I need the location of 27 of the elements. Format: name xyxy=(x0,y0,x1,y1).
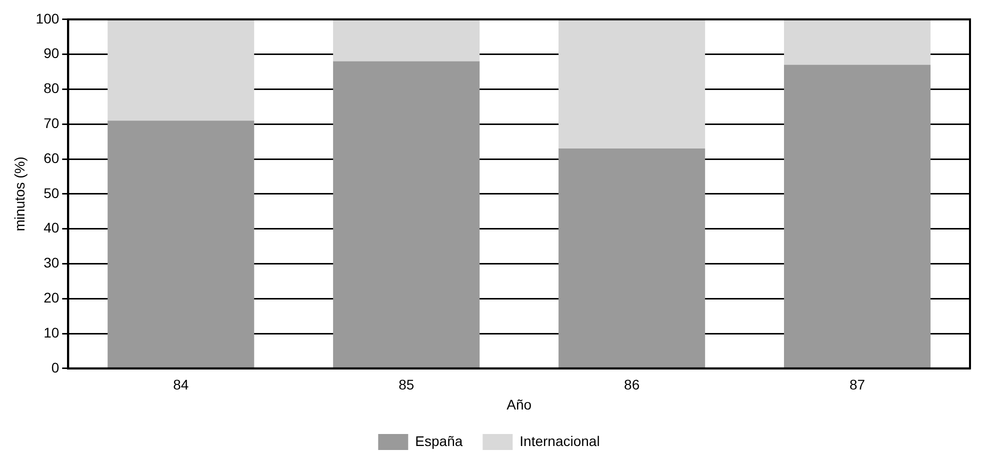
y-tick-label: 60 xyxy=(44,150,60,166)
y-axis-title: minutos (%) xyxy=(11,156,28,232)
x-tick-label: 84 xyxy=(173,376,189,393)
y-tick-label: 100 xyxy=(36,10,60,26)
x-tick-label: 87 xyxy=(849,376,866,393)
x-axis-title: Año xyxy=(506,396,532,412)
bar xyxy=(784,19,931,65)
y-tick-label: 80 xyxy=(44,80,60,96)
y-tick-label: 40 xyxy=(44,220,60,236)
y-tick-label: 50 xyxy=(44,184,60,201)
bar xyxy=(784,64,931,368)
y-tick-label: 30 xyxy=(44,254,60,271)
bar xyxy=(108,120,254,368)
bar xyxy=(333,19,480,62)
x-tick-label: 86 xyxy=(624,376,640,393)
y-tick-label: 70 xyxy=(44,114,60,131)
bar xyxy=(558,19,706,149)
bar xyxy=(558,148,706,368)
x-tick-label: 85 xyxy=(398,376,414,393)
legend-label: España xyxy=(415,432,463,449)
y-tick-label: 90 xyxy=(44,45,60,62)
y-tick-label: 0 xyxy=(51,359,60,376)
legend-label: Internacional xyxy=(520,432,600,449)
y-tick-label: 20 xyxy=(44,289,60,306)
y-tick-label: 10 xyxy=(44,324,60,340)
bar xyxy=(333,61,480,368)
bar xyxy=(108,19,254,121)
